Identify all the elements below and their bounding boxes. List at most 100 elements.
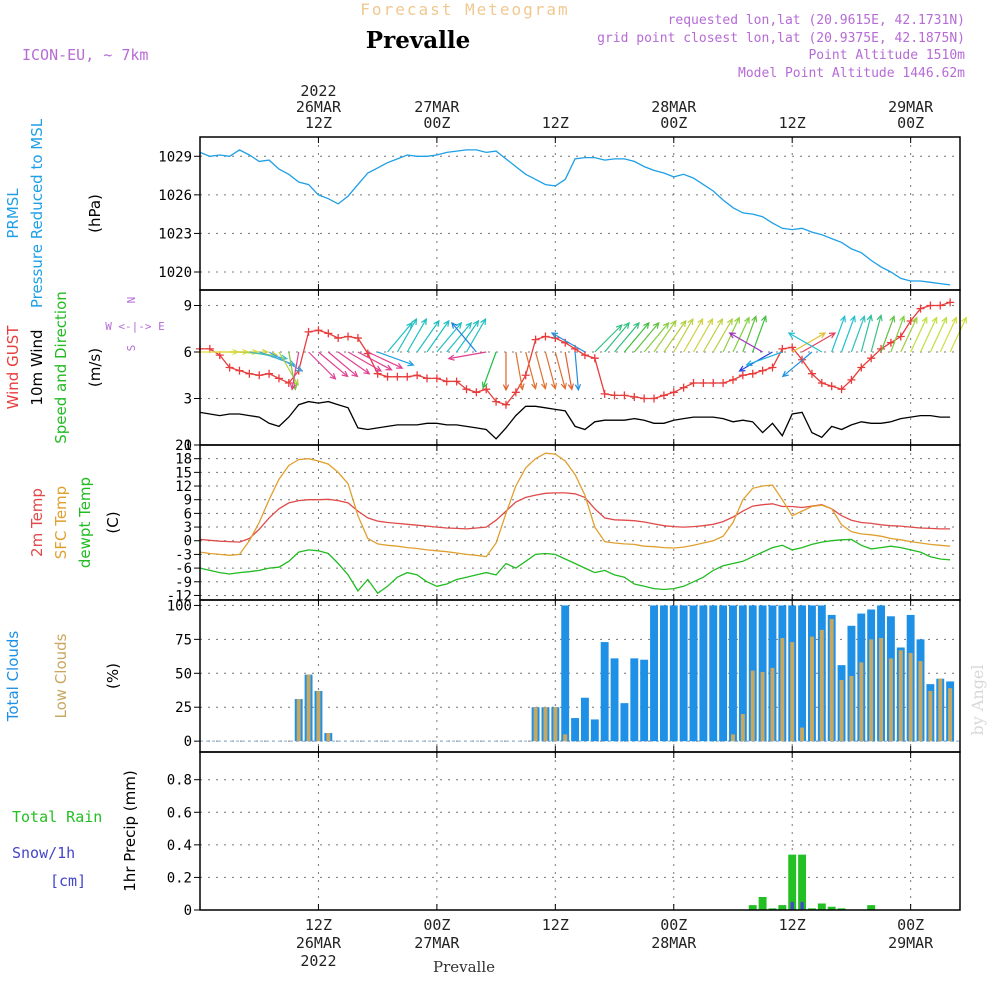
wind-arrow-head <box>623 321 630 329</box>
total-cloud-bar <box>561 605 570 742</box>
wind-arrow-head <box>670 319 677 327</box>
low-cloud-bar <box>731 734 735 742</box>
low-cloud-bar <box>918 661 923 742</box>
wind-arrow <box>850 316 865 353</box>
wind-arrow-head <box>518 383 525 391</box>
gust-marker <box>393 372 402 381</box>
time-label-top: 12Z <box>542 114 569 132</box>
y-tick-label: -9 <box>175 575 192 591</box>
wind-arrow-head <box>407 360 415 367</box>
y-tick-label: -6 <box>175 561 192 577</box>
y-tick-label: 3 <box>184 520 192 536</box>
wind-arrow <box>712 318 733 353</box>
wind-arrow <box>535 351 546 389</box>
wind-arrow <box>929 317 947 353</box>
wind-arrow <box>831 316 846 353</box>
total-cloud-bar <box>689 605 698 742</box>
gust-marker <box>699 379 708 387</box>
wind-arrow-head <box>726 317 733 326</box>
gust-marker <box>748 369 757 378</box>
total-cloud-bar <box>600 642 609 742</box>
rain-bar <box>817 903 826 910</box>
y-tick-label: 9 <box>184 299 192 315</box>
wind-arrow-head <box>574 383 582 392</box>
wind-arrow <box>732 317 750 353</box>
time-label-top: 00Z <box>423 114 450 132</box>
y-tick-label: -12 <box>167 588 192 604</box>
gust-marker <box>610 391 619 400</box>
time-label-bottom: 27MAR <box>414 934 460 952</box>
wind-arrow <box>426 320 450 353</box>
low-cloud-bar <box>809 636 814 742</box>
wind-arrow-head <box>351 370 359 378</box>
gust-marker <box>650 394 659 403</box>
wind-arrow-head <box>738 365 746 372</box>
grid-point-lonlat: grid point closest lon,lat (20.9375E, 42… <box>597 31 965 46</box>
wind-arrow <box>840 316 856 353</box>
rain-bar <box>788 854 797 910</box>
wind-arrow-head <box>341 370 349 378</box>
wind-arrow-head <box>921 316 928 324</box>
wind-arrow <box>308 351 336 380</box>
wind-arrow <box>791 332 826 353</box>
total-cloud-bar <box>798 605 807 742</box>
total-cloud-bar <box>571 718 580 742</box>
total-cloud-bar <box>590 719 599 742</box>
gust-marker <box>837 385 846 394</box>
y-tick-label: 0.8 <box>167 773 192 789</box>
y-tick-label: 0 <box>184 534 192 550</box>
time-label-top: 26MAR <box>296 98 342 116</box>
panel-frame-precip <box>199 751 961 911</box>
total-cloud-bar <box>659 605 668 742</box>
wind-arrow <box>890 316 905 353</box>
wind-arrow-head <box>911 316 918 324</box>
rain-bar <box>758 896 767 910</box>
gust-marker <box>353 334 362 343</box>
wind-arrow-head <box>680 319 687 327</box>
y-tick-label: 0.4 <box>167 838 192 854</box>
gust-marker <box>719 379 728 387</box>
panel-frame-wind <box>199 289 961 446</box>
gust-marker <box>265 369 274 378</box>
wind-arrow-head <box>876 313 883 322</box>
unit-label: 1hr Precip (mm) <box>121 770 139 891</box>
wind-arrow <box>327 351 358 377</box>
time-label-bottom: 00Z <box>660 916 687 934</box>
chart-subtitle: Forecast Meteogram <box>360 0 569 19</box>
panel-label: Low Clouds <box>52 633 70 718</box>
wind-arrow <box>633 322 660 353</box>
unit-label: (m/s) <box>86 348 104 387</box>
wind-arrow-head <box>567 383 574 391</box>
total-cloud-bar <box>679 605 688 742</box>
wind-arrow-head <box>502 384 510 392</box>
wind-arrow-head <box>531 382 538 391</box>
low-cloud-bar <box>563 734 568 742</box>
wind-arrow-head <box>866 313 873 322</box>
panel-label: 10m Wind <box>28 329 46 405</box>
wind-arrow-head <box>396 363 404 369</box>
panel-label: 2m Temp <box>28 488 46 557</box>
snow-bar <box>800 901 804 910</box>
wind-arrow <box>594 324 623 353</box>
wind-arrow-head <box>295 365 304 372</box>
watermark: by Angel <box>968 664 987 735</box>
rain-bar <box>768 908 777 910</box>
wind-arrow <box>919 317 938 353</box>
wind-arrow <box>880 316 895 353</box>
total-cloud-bar <box>650 605 658 742</box>
wind-arrow-head <box>662 321 670 329</box>
series-line-temperature-dewpt <box>199 538 951 595</box>
gust-marker <box>492 397 501 406</box>
wind-arrow-head <box>889 314 896 323</box>
wind-arrow <box>387 322 413 353</box>
wind-arrow <box>451 322 477 353</box>
total-cloud-bar <box>729 605 737 742</box>
gust-marker <box>274 374 283 383</box>
precip-legend-label: Total Rain <box>12 808 102 826</box>
requested-lonlat: requested lon,lat (20.9615E, 42.1731N) <box>668 13 965 28</box>
total-cloud-bar <box>709 605 718 742</box>
y-tick-label: -3 <box>175 547 192 563</box>
wind-arrow <box>367 351 403 369</box>
panel-label: Speed and Direction <box>52 291 70 444</box>
gust-marker <box>324 329 333 338</box>
